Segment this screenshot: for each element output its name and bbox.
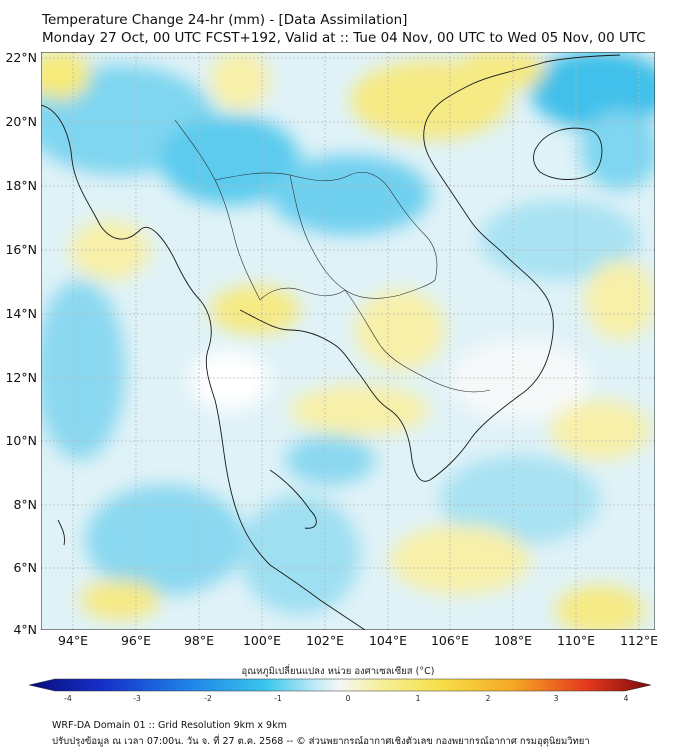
lon-label: 110°E bbox=[557, 633, 595, 648]
coastlines bbox=[41, 54, 621, 630]
map-subtitle: Monday 27 Oct, 00 UTC FCST+192, Valid at… bbox=[42, 30, 646, 46]
lat-label: 22°N bbox=[5, 50, 37, 65]
lon-label: 102°E bbox=[306, 633, 344, 648]
country-borders bbox=[174, 119, 491, 393]
map-title: Temperature Change 24-hr (mm) - [Data As… bbox=[42, 12, 408, 28]
colorbar-tick: 2 bbox=[486, 694, 491, 703]
colorbar-ticks: -4 -3 -2 -1 0 1 2 3 4 bbox=[64, 694, 628, 703]
latitude-labels: 22°N 20°N 18°N 16°N 14°N 12°N 10°N 8°N 6… bbox=[5, 50, 37, 637]
lon-label: 104°E bbox=[369, 633, 407, 648]
lat-label: 16°N bbox=[5, 242, 37, 257]
lat-label: 6°N bbox=[13, 560, 37, 575]
colorbar-tick: 4 bbox=[624, 694, 629, 703]
colorbar-tick: -1 bbox=[274, 694, 282, 703]
footer-credit: ปรับปรุงข้อมูล ณ เวลา 07:00น. วัน จ. ที่… bbox=[52, 736, 590, 747]
lon-label: 98°E bbox=[184, 633, 214, 648]
lon-label: 96°E bbox=[121, 633, 151, 648]
colorbar-tick: 3 bbox=[554, 694, 559, 703]
lon-label: 112°E bbox=[620, 633, 658, 648]
colorbar-tick: 1 bbox=[416, 694, 421, 703]
lat-label: 18°N bbox=[5, 178, 37, 193]
lat-label: 14°N bbox=[5, 306, 37, 321]
lat-label: 20°N bbox=[5, 114, 37, 129]
lon-label: 108°E bbox=[494, 633, 532, 648]
lat-lon-gridlines bbox=[41, 52, 655, 630]
forecast-map: 22°N 20°N 18°N 16°N 14°N 12°N 10°N 8°N 6… bbox=[5, 50, 658, 648]
colorbar-tick: -3 bbox=[133, 694, 141, 703]
lat-label: 4°N bbox=[13, 622, 37, 637]
lon-label: 106°E bbox=[431, 633, 469, 648]
footer-model-info: WRF-DA Domain 01 :: Grid Resolution 9km … bbox=[52, 720, 287, 731]
lon-label: 100°E bbox=[243, 633, 281, 648]
colorbar-tick: -2 bbox=[204, 694, 212, 703]
temperature-field bbox=[41, 52, 655, 630]
colorbar: -4 -3 -2 -1 0 1 2 3 4 bbox=[28, 678, 652, 703]
longitude-labels: 94°E 96°E 98°E 100°E 102°E 104°E 106°E 1… bbox=[58, 633, 658, 648]
lon-label: 94°E bbox=[58, 633, 88, 648]
colorbar-tick: 0 bbox=[346, 694, 351, 703]
lat-label: 12°N bbox=[5, 370, 37, 385]
colorbar-title: อุณหภูมิเปลี่ยนแปลง หน่วย องศาเซลเซียส (… bbox=[241, 666, 435, 677]
lat-label: 8°N bbox=[13, 497, 37, 512]
lat-label: 10°N bbox=[5, 433, 37, 448]
colorbar-tick: -4 bbox=[64, 694, 72, 703]
